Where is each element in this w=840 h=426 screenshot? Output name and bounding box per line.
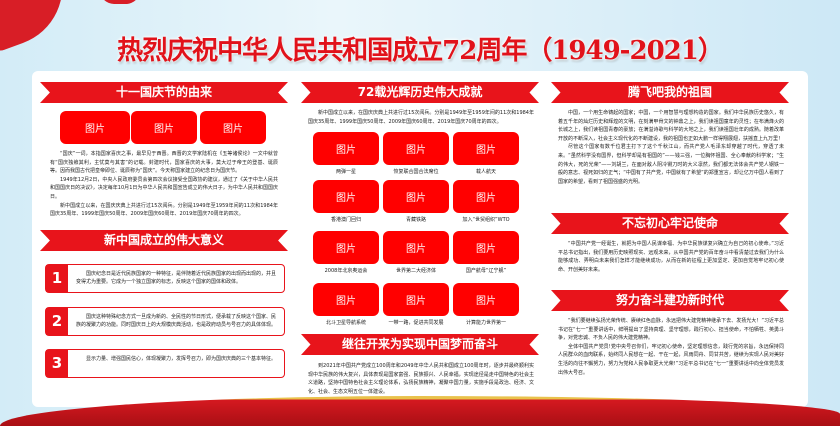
heading-text: 72载光辉历史伟大成就 bbox=[357, 85, 483, 99]
achievement-caption: 2008年北京奥运会 bbox=[324, 268, 368, 274]
item-number: 3 bbox=[46, 350, 68, 377]
achievement-caption: 加入“世贸组织”WTO bbox=[462, 217, 510, 223]
image-placeholder: 图片 bbox=[60, 111, 130, 144]
section-text: “国庆”一词，本指国家喜庆之事，最早见于西晋。西晋的文学家陆机在《五等诸侯论》一… bbox=[50, 150, 278, 219]
image-placeholder: 图片 bbox=[453, 180, 519, 213]
image-placeholder: 图片 bbox=[313, 283, 379, 316]
section-text: 中国，一个用生命铸起的国家；中国，一个用智慧与理想构造的国家。我们中华民族历史悠… bbox=[558, 109, 784, 186]
section-text: “中国共产党一经诞生，就把为中国人民谋幸福、为中华民族谋复兴确立为自己的初心使命… bbox=[558, 241, 784, 273]
heading-text: 不忘初心牢记使命 bbox=[621, 216, 718, 230]
heading-text: 努力奋斗建功新时代 bbox=[615, 293, 724, 307]
achievement-caption: 两弹一星 bbox=[335, 169, 356, 175]
image-placeholder: 图片 bbox=[453, 283, 519, 316]
significance-item: 2 国庆这种特殊纪念方式一旦成为新的、全民性的节日形式，便承载了反映这个国家、民族… bbox=[45, 307, 285, 336]
poster-title: 热烈庆祝中华人民共和国成立72周年（1949-2021） bbox=[117, 36, 724, 66]
image-placeholder: 图片 bbox=[313, 231, 379, 264]
achievement-caption: 青藏铁路 bbox=[405, 217, 426, 223]
achievement-caption: 香港澳门回归 bbox=[330, 217, 361, 223]
section-heading: 十一国庆节的由来 bbox=[40, 82, 288, 103]
heading-text: 十一国庆节的由来 bbox=[115, 85, 212, 99]
paragraph: “我们要继续弘扬光荣传统、赓续红色血脉，永远把伟大建党精神继承下去、发扬光大！”… bbox=[558, 318, 784, 342]
section-heading: 不忘初心牢记使命 bbox=[551, 213, 789, 234]
paragraph: 全体中国共产党员!党中央号召你们，牢记初心使命，坚定理想信念，践行党的宗旨，永远… bbox=[558, 343, 784, 376]
section-intro: 新中国成立以来，在国庆庆典上共进行过15次阅兵。分别是1949年至1959年间的… bbox=[308, 110, 534, 125]
achievement-caption: 世界第二大经济体 bbox=[395, 268, 436, 274]
heading-text: 继往开来为实现中国梦而奋斗 bbox=[341, 337, 498, 351]
heading-text: 新中国成立的伟大意义 bbox=[103, 233, 224, 247]
significance-item: 1 国庆纪念日是近代民族国家的一种特征，是伴随着近代民族国家的出现而出现的，并且变… bbox=[45, 264, 285, 293]
section-text: “我们要继续弘扬光荣传统、赓续红色血脉，永远把伟大建党精神继承下去、发扬光大！”… bbox=[558, 317, 784, 377]
achievement-caption: 恢复联合国合法席位 bbox=[393, 169, 439, 175]
image-placeholder: 图片 bbox=[383, 283, 449, 316]
red-flag-decoration bbox=[100, 0, 140, 4]
paragraph: 中国，一个用生命铸起的国家；中国，一个用智慧与理想构造的国家。我们中华民族历史悠… bbox=[558, 110, 784, 142]
item-text: 显示力量、增强国民信心，体现凝聚力，发挥号召力，即为国庆庆典的三个基本特征。 bbox=[86, 356, 277, 362]
section-heading: 72载光辉历史伟大成就 bbox=[301, 82, 539, 103]
image-placeholder: 图片 bbox=[383, 132, 449, 165]
achievement-caption: 计算能力世界第一 bbox=[465, 320, 506, 326]
image-placeholder: 图片 bbox=[131, 111, 197, 144]
section-text: 到2021年中国共产党成立100周年和2049年中华人民共和国成立100周年时，… bbox=[308, 363, 534, 395]
image-placeholder: 图片 bbox=[383, 231, 449, 264]
achievement-caption: 国产航母“辽宁舰” bbox=[465, 268, 507, 274]
achievement-caption: 北斗卫星导航系统 bbox=[325, 320, 366, 326]
image-placeholder: 图片 bbox=[200, 111, 266, 144]
section-heading: 努力奋斗建功新时代 bbox=[551, 290, 789, 311]
section-heading: 继往开来为实现中国梦而奋斗 bbox=[301, 334, 539, 355]
paragraph: 尽管这个国家有数千位君主打下了这个千秋江山，而共产党人毛泽东却穿越了时代，穿透了… bbox=[558, 144, 784, 185]
significance-item: 3 显示力量、增强国民信心，体现凝聚力，发挥号召力，即为国庆庆典的三个基本特征。 bbox=[45, 349, 285, 378]
achievement-caption: 一带一路，促进共同发展 bbox=[388, 320, 444, 326]
image-placeholder: 图片 bbox=[453, 231, 519, 264]
image-placeholder: 图片 bbox=[313, 132, 379, 165]
heading-text: 腾飞吧我的祖国 bbox=[627, 85, 712, 99]
item-number: 1 bbox=[46, 265, 68, 292]
image-placeholder: 图片 bbox=[383, 180, 449, 213]
paragraph: “国庆”一词，本指国家喜庆之事，最早见于西晋。西晋的文学家陆机在《五等诸侯论》一… bbox=[50, 151, 278, 175]
paragraph: 新中国成立以来，在国庆庆典上共进行过15次阅兵。分别是1949年至1959年间的… bbox=[50, 202, 278, 218]
item-text: 国庆这种特殊纪念方式一旦成为新的、全民性的节日形式，便承载了反映这个国家、民族的… bbox=[76, 314, 277, 328]
section-heading: 新中国成立的伟大意义 bbox=[40, 230, 288, 251]
image-placeholder: 图片 bbox=[453, 132, 519, 165]
paragraph: 1949年12月2日，中央人民政府委员会第四次会议接受全国政协的建议，通过了《关… bbox=[50, 176, 278, 200]
image-placeholder: 图片 bbox=[313, 180, 379, 213]
item-text: 国庆纪念日是近代民族国家的一种特征，是伴随着近代民族国家的出现而出现的，并且变得… bbox=[76, 271, 277, 285]
achievement-caption: 载人航天 bbox=[475, 169, 496, 175]
section-heading: 腾飞吧我的祖国 bbox=[551, 82, 789, 103]
item-number: 2 bbox=[46, 308, 68, 335]
